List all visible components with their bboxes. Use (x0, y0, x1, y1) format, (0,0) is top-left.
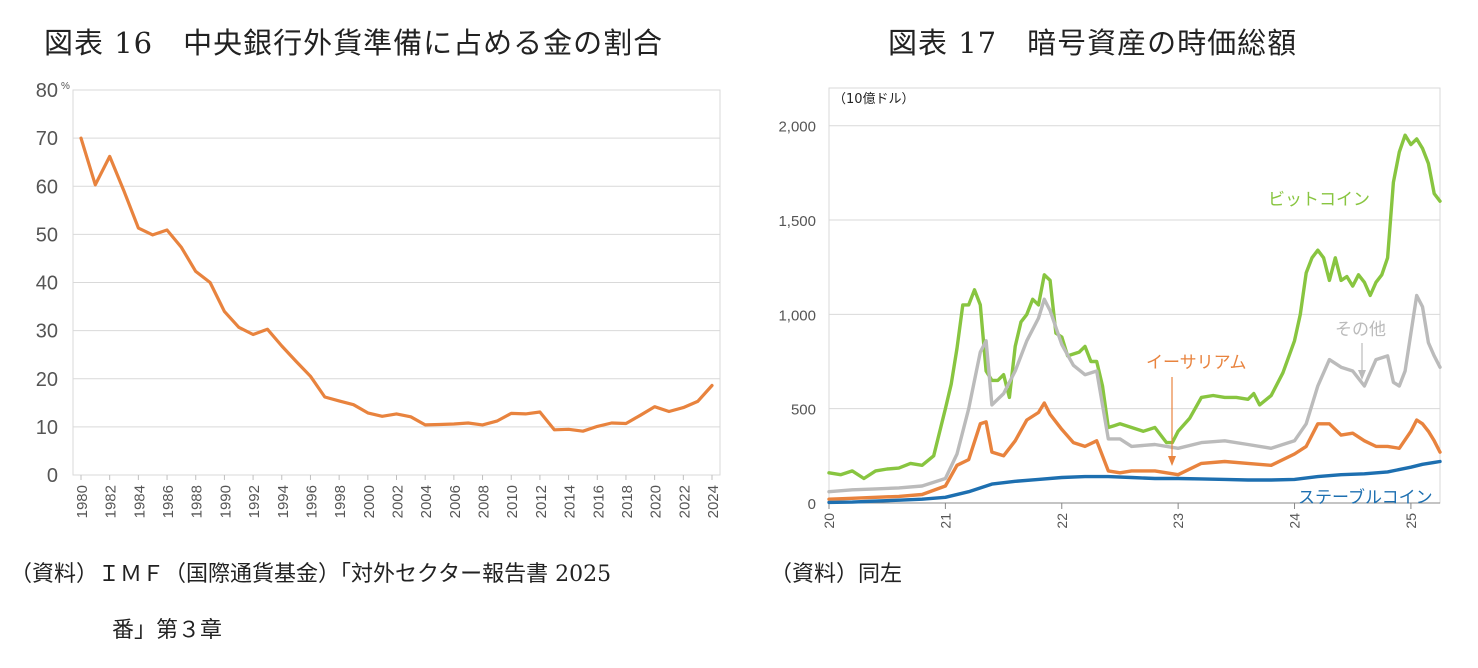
chart16-source-line1: （資料）ＩＭＦ（国際通貨基金）「対外セクター報告書 2025 (10, 562, 612, 587)
chart17-label-others: その他 (1335, 320, 1386, 340)
chart16-xtick-label: 1980 (74, 485, 91, 518)
chart17-ytick-label: 1,000 (778, 307, 816, 324)
chart16-xtick-label: 2014 (562, 485, 579, 518)
chart17-series-ethereum-line (827, 401, 1442, 501)
chart17-xtick-label: 22 (1054, 513, 1070, 529)
chart17-xtick-label: 21 (937, 513, 953, 529)
chart17-label-ethereum: イーサリアム (1146, 353, 1246, 373)
chart17-label-stablecoin: ステーブルコイン (1298, 487, 1433, 508)
chart16-xtick-label: 2006 (447, 485, 464, 518)
chart16-xtick-label: 2004 (418, 485, 435, 518)
chart17-xtick-label: 23 (1170, 513, 1186, 529)
chart16-series-line (79, 136, 714, 433)
chart17: 0 500 1,000 1,500 2,000 （10億ドル） 20 21 22 23 24 25 ビッ… (778, 87, 1442, 529)
chart17-ytick-label: 0 (808, 496, 816, 513)
chart16-xtick-label: 1984 (131, 485, 148, 518)
chart16-xtick-label: 1996 (303, 485, 320, 518)
chart16-xtick-label: 2016 (590, 485, 607, 518)
chart16-title: 図表 16 中央銀行外貨準備に占める金の割合 (44, 26, 664, 60)
chart16-ytick-label: 50 (36, 224, 58, 246)
chart16-xtick-label: 2010 (504, 485, 521, 518)
chart16-xtick-label: 2008 (476, 485, 493, 518)
chart16-xtick-label: 1992 (246, 485, 263, 518)
chart17-source: （資料）同左 (770, 562, 903, 587)
chart16: 0 10 20 30 40 50 60 70 80 % 1980 1982 1984 1986 1988 19… (36, 80, 722, 518)
chart16-ytick-label: 30 (36, 321, 58, 343)
chart17-yunit-label: （10億ドル） (833, 91, 915, 107)
chart16-ytick-label: 10 (36, 417, 58, 439)
chart16-xtick-label: 1982 (103, 485, 120, 518)
chart16-xtick-label: 1990 (217, 485, 234, 518)
chart16-xtick-label: 2024 (705, 485, 722, 518)
chart17-title: 図表 17 暗号資産の時価総額 (888, 26, 1298, 60)
chart16-ytick-label: 80 (36, 80, 58, 102)
chart16-xtick-label: 2022 (676, 485, 693, 518)
chart16-xtick-label: 2002 (390, 485, 407, 518)
chart17-xtick-label: 24 (1287, 513, 1303, 529)
chart17-others-arrowhead (1358, 370, 1366, 380)
chart16-xtick-label: 1986 (160, 485, 177, 518)
chart17-xtick-label: 20 (821, 513, 837, 529)
chart16-ytick-label: 60 (36, 176, 58, 198)
chart17-plot-frame (828, 87, 1441, 504)
chart16-xtick-label: 1998 (332, 485, 349, 518)
chart17-ytick-label: 1,500 (778, 213, 816, 230)
chart16-source-line2: 番」第３章 (112, 618, 223, 643)
chart17-ytick-label: 2,000 (778, 119, 816, 136)
chart16-xtick-label: 2012 (533, 485, 550, 518)
chart17-series-stablecoin-line (827, 459, 1442, 505)
chart17-ytick-label: 500 (791, 402, 816, 419)
chart16-xtick-label: 2018 (619, 485, 636, 518)
chart16-ytick-label: 20 (36, 369, 58, 391)
chart16-xtick-label: 1994 (275, 485, 292, 518)
chart16-yunit-label: % (61, 81, 70, 92)
chart16-ytick-label: 70 (36, 128, 58, 150)
chart17-series-others-line (827, 293, 1442, 494)
chart17-series-bitcoin-line (827, 133, 1442, 481)
chart17-ethereum-arrowhead (1168, 456, 1176, 466)
chart17-xtick-label: 25 (1403, 513, 1419, 529)
chart16-xtick-label: 2020 (648, 485, 665, 518)
chart16-ytick-label: 0 (47, 465, 58, 487)
chart16-xtick-label: 2000 (361, 485, 378, 518)
chart17-label-bitcoin: ビットコイン (1268, 190, 1370, 210)
chart16-xtick-label: 1988 (189, 485, 206, 518)
chart16-ytick-label: 40 (36, 273, 58, 295)
